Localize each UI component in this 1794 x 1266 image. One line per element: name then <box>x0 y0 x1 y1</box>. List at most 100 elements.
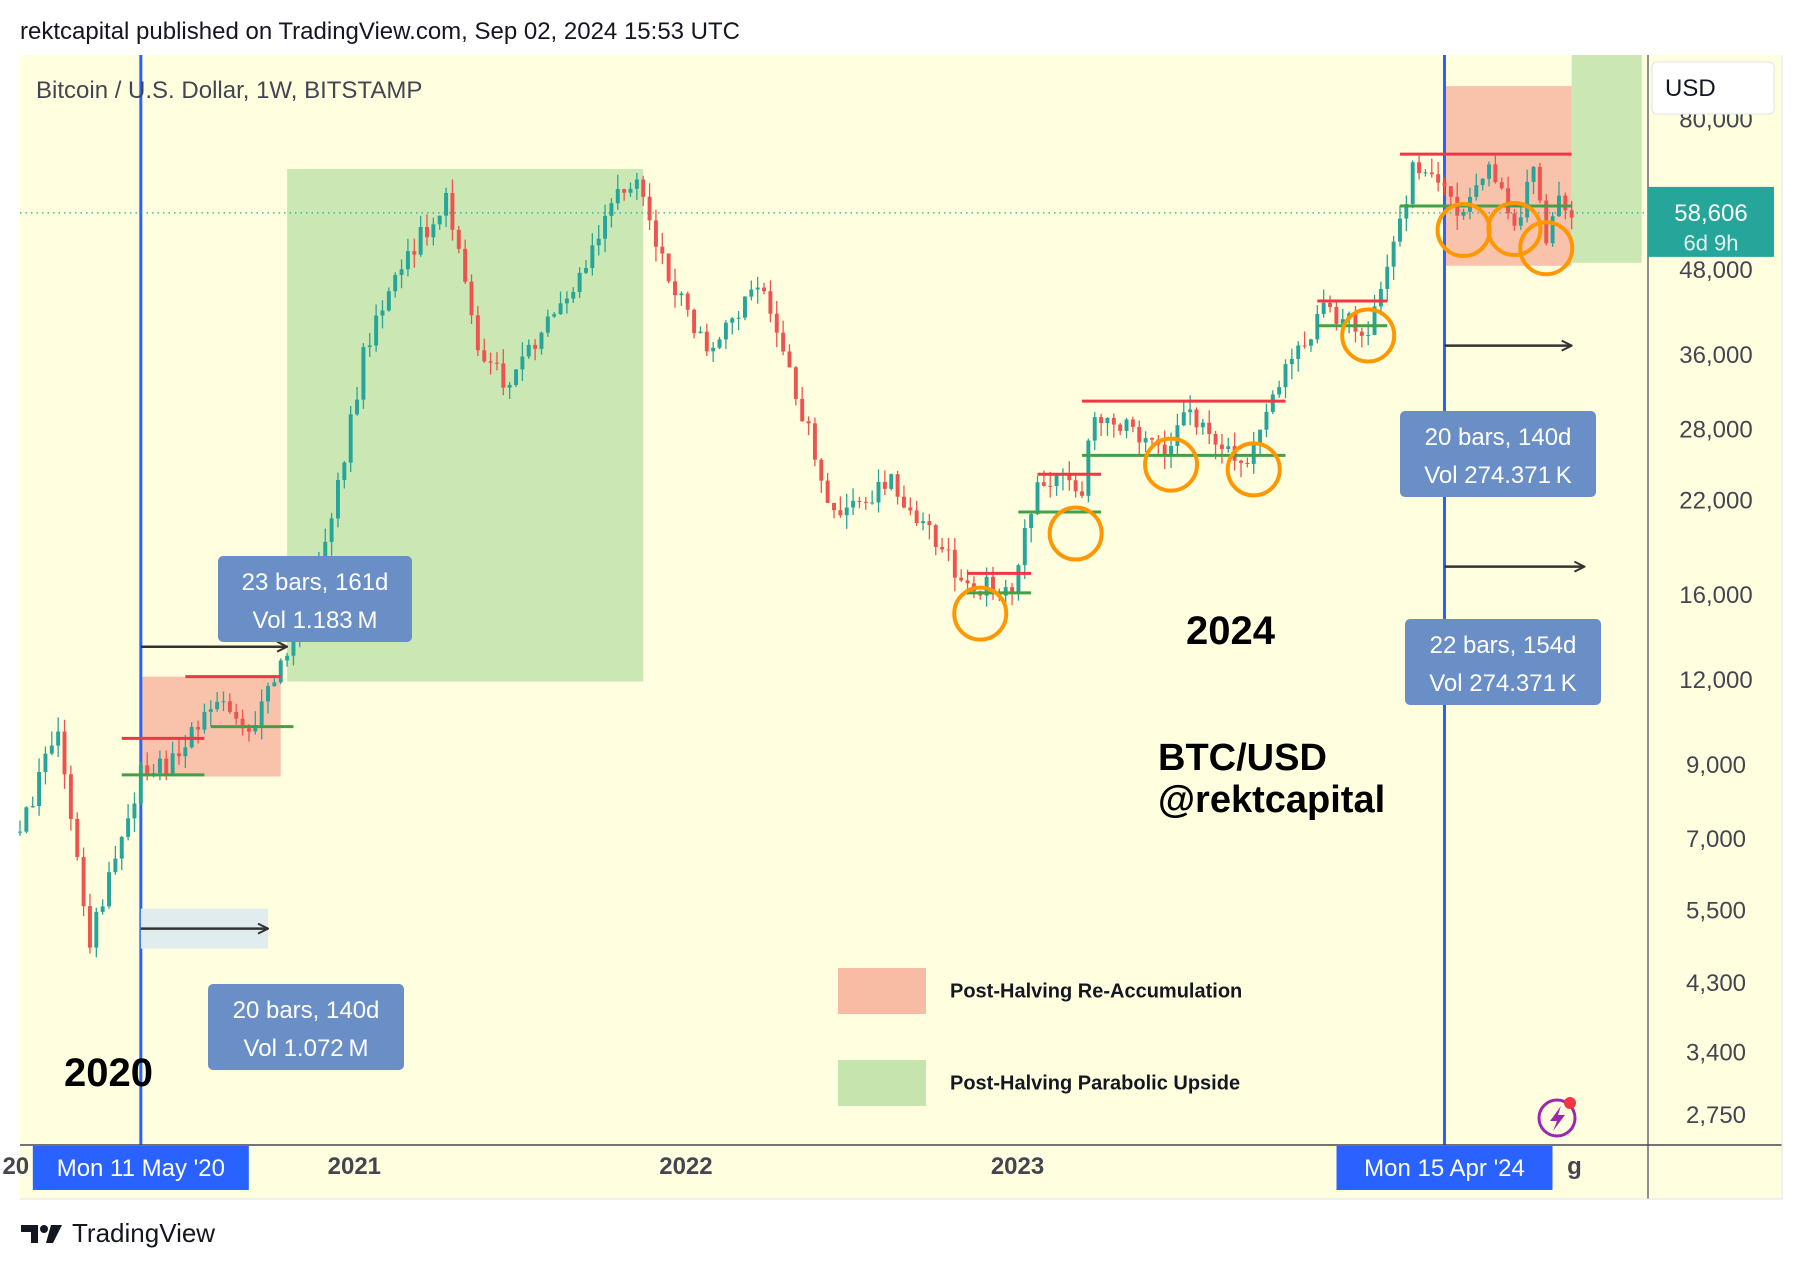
candle-body <box>1245 462 1250 464</box>
currency-button[interactable]: USD <box>1651 61 1775 115</box>
candle-body <box>564 298 569 304</box>
candle <box>596 225 601 256</box>
candle <box>615 174 620 210</box>
candle <box>1328 295 1333 313</box>
currency-button-bg[interactable] <box>1651 61 1775 115</box>
candle <box>526 339 531 359</box>
candle-body <box>634 179 639 189</box>
candle-body <box>1512 213 1517 226</box>
candle-body <box>1169 445 1174 456</box>
candle-body <box>488 361 493 363</box>
candle-body <box>895 474 900 497</box>
candle-body <box>615 189 620 204</box>
candle-body <box>1080 491 1084 496</box>
retest-circle <box>952 585 1009 642</box>
candle <box>1410 160 1415 209</box>
year-label-2020: 2020 <box>64 1051 153 1095</box>
candle-body <box>450 192 455 230</box>
candle-body <box>1296 345 1301 359</box>
parabolic-upside-zone-3 <box>1571 55 1642 263</box>
candle-body <box>126 818 131 837</box>
candle <box>1321 289 1326 318</box>
measure-bars-label: 20 bars, 140d <box>233 997 380 1024</box>
candle-body <box>1423 172 1428 174</box>
candle <box>335 472 340 528</box>
candle <box>1277 380 1282 398</box>
candle-body <box>1487 164 1491 179</box>
halving-date-badge-0: Mon 11 May '20 <box>32 1146 249 1190</box>
candle-body <box>755 287 760 290</box>
y-tick-label: 9,000 <box>1686 752 1746 779</box>
candle-body <box>927 521 932 526</box>
candle <box>921 512 926 531</box>
candle <box>584 259 588 275</box>
candle-body <box>1188 409 1193 413</box>
candle-body <box>285 655 290 661</box>
candle-body <box>1270 394 1275 412</box>
y-tick-label: 28,000 <box>1679 416 1752 443</box>
candle <box>1289 348 1294 380</box>
candle <box>1308 338 1313 352</box>
candle <box>793 366 798 406</box>
candle <box>18 820 22 836</box>
candle-body <box>1328 302 1333 308</box>
candle <box>100 899 105 915</box>
candle-body <box>1340 319 1345 324</box>
candle <box>1531 165 1536 195</box>
candle-body <box>914 510 919 524</box>
candle <box>895 470 900 505</box>
candle-body <box>851 500 856 508</box>
y-tick-label: 48,000 <box>1679 257 1752 284</box>
candle-body <box>138 765 143 804</box>
candle-body <box>1010 587 1015 593</box>
candle <box>1080 481 1084 499</box>
candle <box>514 369 519 388</box>
candle-body <box>437 215 442 225</box>
candle <box>1181 399 1186 427</box>
measure-vol-label: Vol 274.371 K <box>1424 462 1572 489</box>
candle-body <box>730 318 735 323</box>
candle <box>1359 327 1364 348</box>
lightning-dot <box>1564 1097 1576 1109</box>
candle <box>24 806 29 834</box>
currency-button-label: USD <box>1665 75 1716 102</box>
candle-body <box>908 507 913 511</box>
bar-countdown: 6d 9h <box>1683 231 1738 256</box>
candle <box>1487 161 1491 187</box>
candle-body <box>1194 409 1199 428</box>
candle-body <box>571 292 576 299</box>
candle-body <box>991 576 995 594</box>
candle <box>1302 331 1307 349</box>
candle-body <box>75 818 80 857</box>
candle-body <box>921 521 926 524</box>
candle-body <box>1226 446 1231 450</box>
candle <box>361 343 366 409</box>
candle-body <box>221 701 226 703</box>
candle-body <box>558 303 563 315</box>
candle <box>768 280 773 323</box>
alert-lightning-icon[interactable] <box>1537 1097 1577 1138</box>
candle-body <box>1550 216 1555 244</box>
candle-body <box>1372 306 1377 335</box>
candle <box>1016 563 1021 601</box>
candle <box>564 291 569 314</box>
candle <box>927 513 932 540</box>
candle <box>1499 177 1504 190</box>
candle-body <box>202 711 207 730</box>
symbol-title: Bitcoin / U.S. Dollar, 1W, BITSTAMP <box>36 77 422 104</box>
candle <box>723 320 728 350</box>
candle-body <box>762 287 767 292</box>
candle-body <box>374 315 379 346</box>
candle <box>673 268 677 308</box>
legend-swatch <box>838 968 926 1014</box>
candle-body <box>1207 422 1212 434</box>
candle <box>1143 431 1148 453</box>
candle-body <box>361 347 366 400</box>
candle-body <box>952 549 957 578</box>
candle <box>1442 177 1447 196</box>
candle-body <box>1175 425 1180 446</box>
candle <box>1035 475 1040 516</box>
candle <box>901 485 906 509</box>
legend-label: Post-Halving Parabolic Upside <box>950 1072 1240 1094</box>
